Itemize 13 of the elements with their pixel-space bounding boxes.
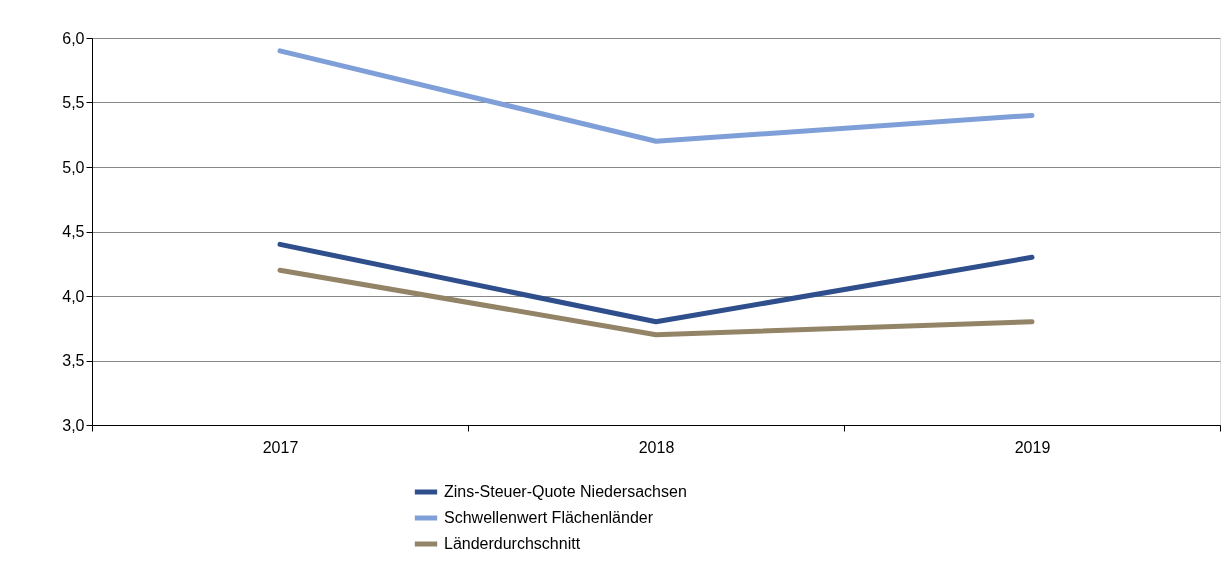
legend-label: Zins-Steuer-Quote Niedersachsen — [444, 483, 687, 500]
legend-label: Schwellenwert Flächenländer — [444, 509, 654, 526]
legend-label: Länderdurchschnitt — [444, 535, 581, 552]
y-tick-label: 3,5 — [62, 352, 85, 369]
x-tick-label: 2017 — [262, 438, 299, 456]
y-tick-label: 4,5 — [62, 223, 85, 240]
y-tick-label: 5,5 — [62, 94, 85, 111]
y-tick-label: 5,0 — [62, 158, 85, 176]
x-tick-label: 2019 — [1014, 438, 1051, 456]
y-tick-label: 3,0 — [62, 416, 85, 434]
x-tick-label: 2018 — [638, 438, 675, 456]
y-tick-label: 4,0 — [62, 287, 85, 305]
y-tick-label: 6,0 — [62, 29, 85, 47]
